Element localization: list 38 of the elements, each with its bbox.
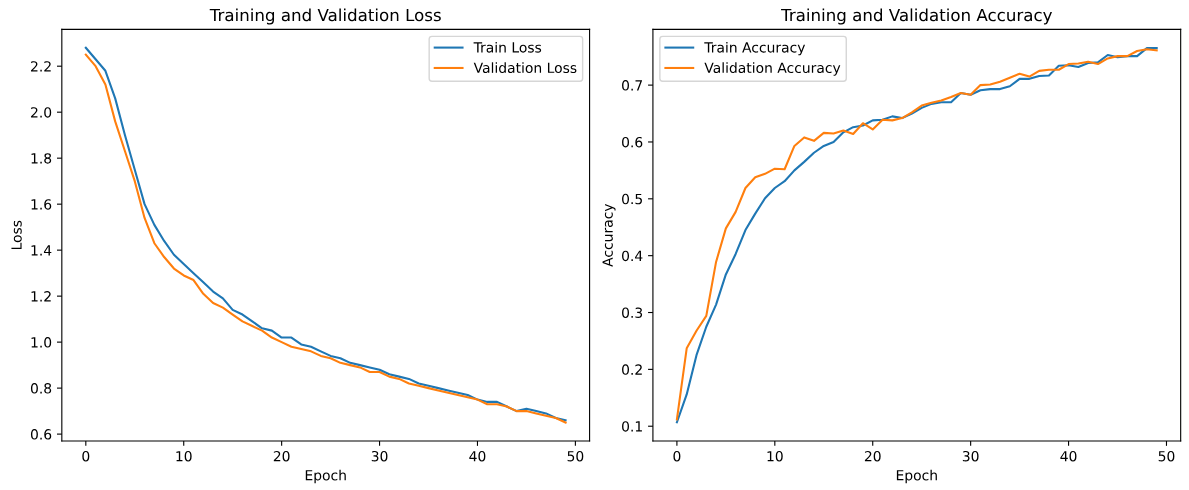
legend-label: Train Accuracy [704, 41, 806, 56]
y-tick-label: 0.4 [622, 250, 643, 262]
x-tick-label: 20 [273, 450, 290, 462]
x-axis-title: Epoch [896, 469, 937, 484]
y-tick-label: 0.5 [622, 193, 642, 205]
x-tick-label: 50 [567, 450, 584, 462]
y-tick-label: 0.6 [30, 429, 52, 440]
x-tick-label: 30 [962, 450, 979, 462]
y-tick-label: 0.3 [622, 307, 643, 318]
y-tick-label: 0.1 [622, 421, 642, 432]
x-tick-label: 40 [469, 450, 486, 462]
x-tick-label: 10 [176, 450, 192, 462]
y-tick-label: 1.2 [31, 291, 51, 302]
y-tick-label: 1.4 [31, 245, 52, 256]
y-tick-label: 1.8 [31, 153, 52, 164]
x-axis-title: Epoch [305, 469, 346, 484]
y-tick-label: 1.0 [31, 337, 52, 348]
legend-label: Train Loss [473, 41, 542, 53]
y-tick-label: 2.2 [31, 61, 51, 72]
x-tick-label: 30 [371, 450, 388, 462]
x-tick-label: 0 [673, 450, 681, 462]
y-tick-label: 0.8 [30, 383, 52, 394]
y-axis-title: Accuracy [602, 203, 616, 267]
y-tick-label: 0.2 [622, 364, 642, 375]
chart-title: Training and Validation Loss [209, 8, 441, 25]
x-tick-label: 20 [864, 450, 881, 462]
x-tick-label: 50 [1158, 450, 1175, 462]
y-tick-label: 0.6 [622, 136, 643, 148]
x-tick-label: 0 [82, 450, 90, 462]
y-tick-label: 2.0 [31, 107, 52, 118]
y-tick-label: 0.7 [622, 80, 643, 91]
y-axis-title: Loss [11, 220, 22, 250]
x-tick-label: 40 [1060, 450, 1077, 462]
x-tick-label: 10 [767, 450, 783, 462]
legend-label: Validation Loss [473, 62, 577, 74]
legend-label: Validation Accuracy [704, 62, 841, 76]
y-tick-label: 1.6 [31, 199, 52, 210]
chart-title: Training and Validation Accuracy [781, 8, 1052, 25]
